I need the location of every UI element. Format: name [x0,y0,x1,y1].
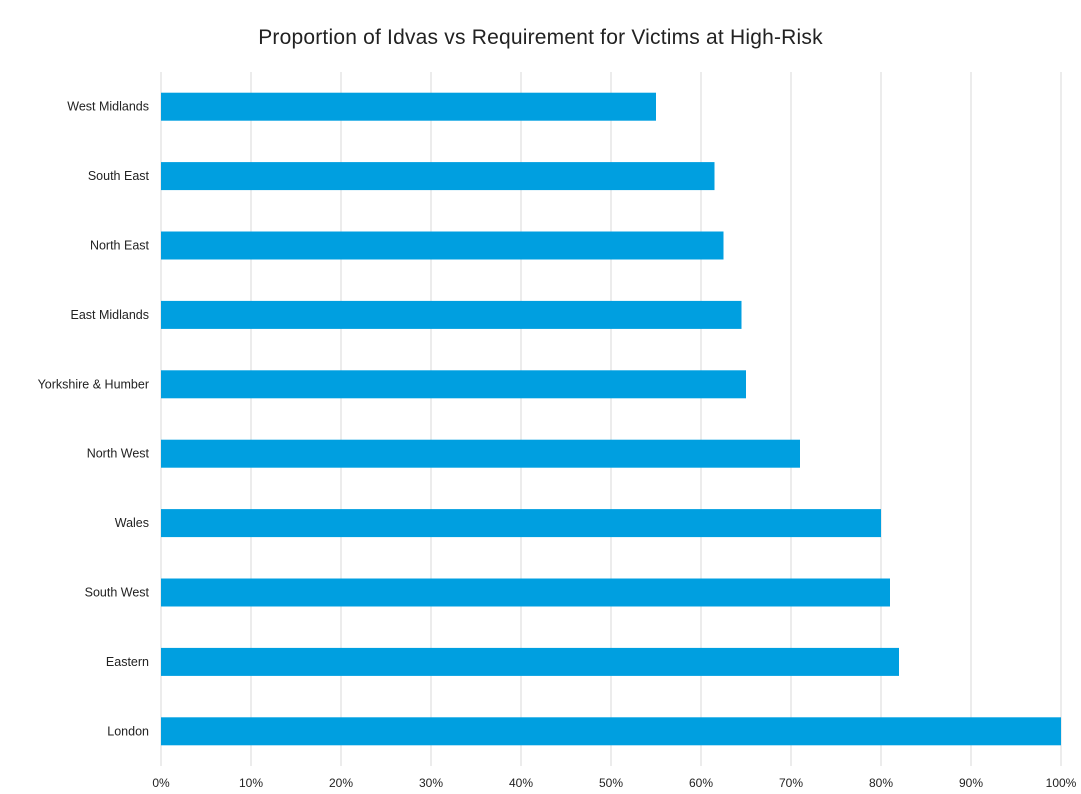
x-tick-label: 70% [779,776,803,790]
x-tick-label: 60% [689,776,713,790]
x-tick-label: 10% [239,776,263,790]
category-label: Yorkshire & Humber [38,377,149,391]
category-label: Wales [115,516,149,530]
category-label: London [107,724,149,738]
x-tick-label: 90% [959,776,983,790]
x-tick-label: 0% [152,776,170,790]
bar [161,92,656,121]
category-label: South East [88,169,150,183]
bar [161,717,1061,746]
x-tick-label: 50% [599,776,623,790]
bar [161,370,746,399]
bar [161,300,742,329]
category-label: Eastern [106,655,149,669]
x-tick-labels: 0% 10% 20% 30% 40% 50% 60% 70% 80% 90% 100% [152,776,1076,790]
category-label: South West [85,586,150,600]
bar [161,162,715,191]
chart-title: Proportion of Idvas vs Requirement for V… [258,26,823,49]
category-label: North East [90,239,150,253]
x-tick-label: 100% [1046,776,1077,790]
x-tick-label: 80% [869,776,893,790]
bars [161,92,1061,746]
category-label: West Midlands [67,100,149,114]
x-tick-label: 40% [509,776,533,790]
x-tick-label: 20% [329,776,353,790]
bar [161,578,890,607]
category-labels: West Midlands South East North East East Mi… [38,100,150,739]
bar [161,439,800,468]
x-tick-label: 30% [419,776,443,790]
category-label: East Midlands [70,308,149,322]
bar [161,647,899,676]
category-label: North West [87,447,150,461]
bar [161,231,724,260]
bar [161,509,881,538]
